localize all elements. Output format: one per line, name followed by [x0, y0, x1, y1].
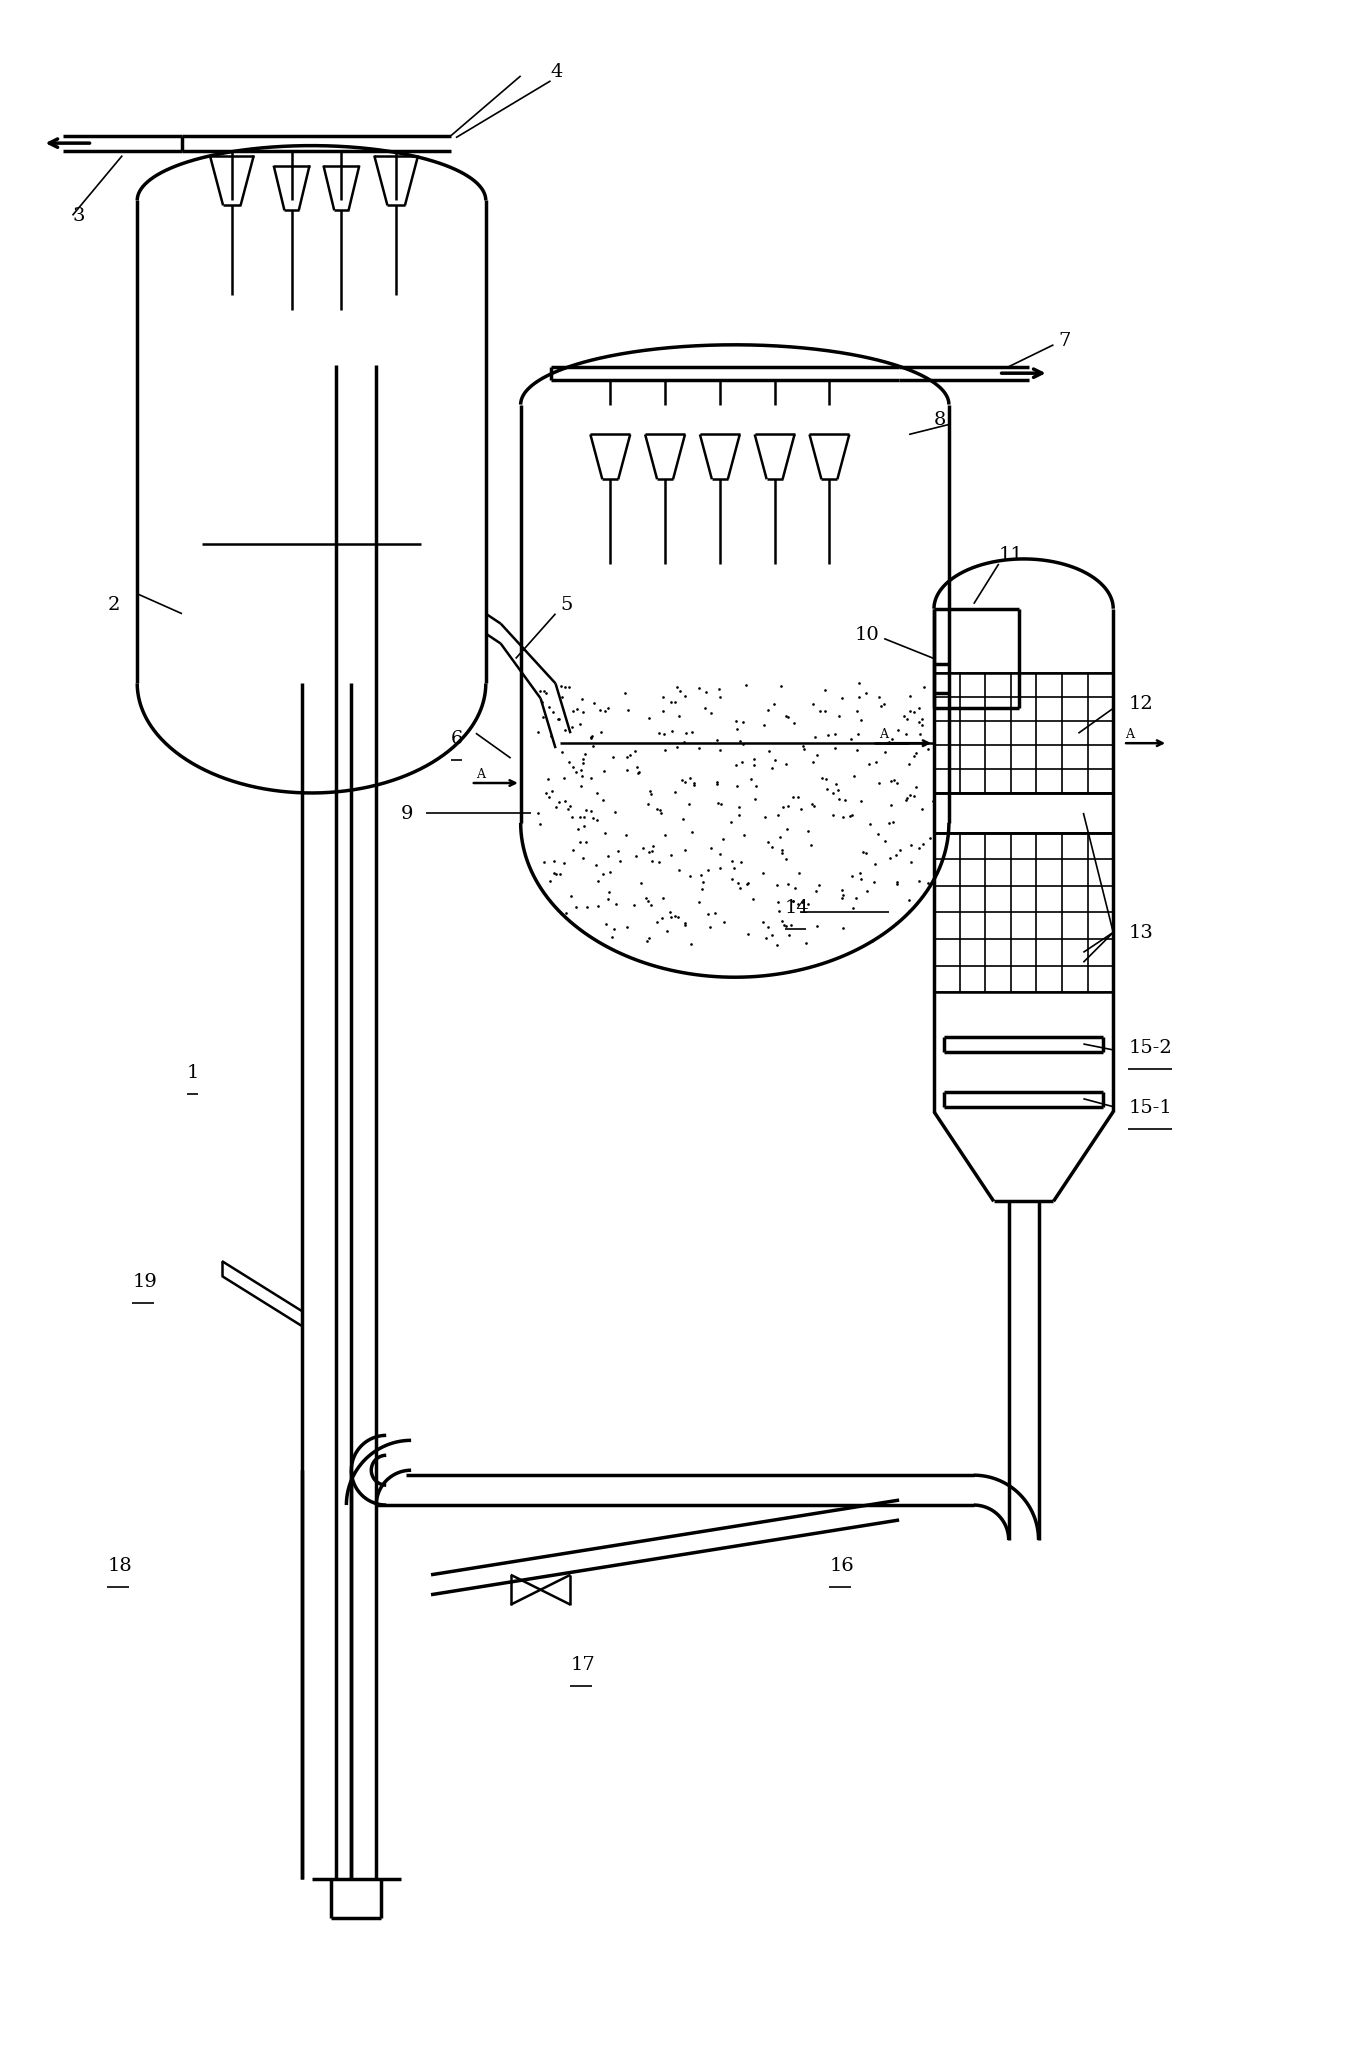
Text: 12: 12	[1129, 695, 1153, 713]
Text: 15-1: 15-1	[1129, 1099, 1173, 1118]
Text: 3: 3	[72, 208, 85, 225]
Text: 16: 16	[830, 1557, 854, 1575]
Text: 8: 8	[934, 412, 946, 429]
Text: 1: 1	[187, 1064, 199, 1083]
Text: 10: 10	[854, 625, 879, 643]
Text: 6: 6	[450, 730, 463, 749]
Text: A: A	[476, 767, 485, 781]
Text: 7: 7	[1058, 332, 1070, 351]
Text: 2: 2	[108, 596, 120, 614]
Text: 17: 17	[571, 1656, 595, 1674]
Text: 9: 9	[401, 804, 414, 823]
Text: 11: 11	[999, 546, 1024, 563]
Text: 19: 19	[132, 1272, 157, 1291]
Text: 18: 18	[108, 1557, 132, 1575]
Text: 4: 4	[550, 62, 562, 80]
Text: A: A	[1125, 728, 1134, 740]
Text: 5: 5	[561, 596, 573, 614]
Text: 15-2: 15-2	[1129, 1039, 1173, 1058]
Text: 13: 13	[1129, 924, 1153, 942]
Text: A: A	[879, 728, 889, 740]
Text: 14: 14	[785, 899, 809, 918]
